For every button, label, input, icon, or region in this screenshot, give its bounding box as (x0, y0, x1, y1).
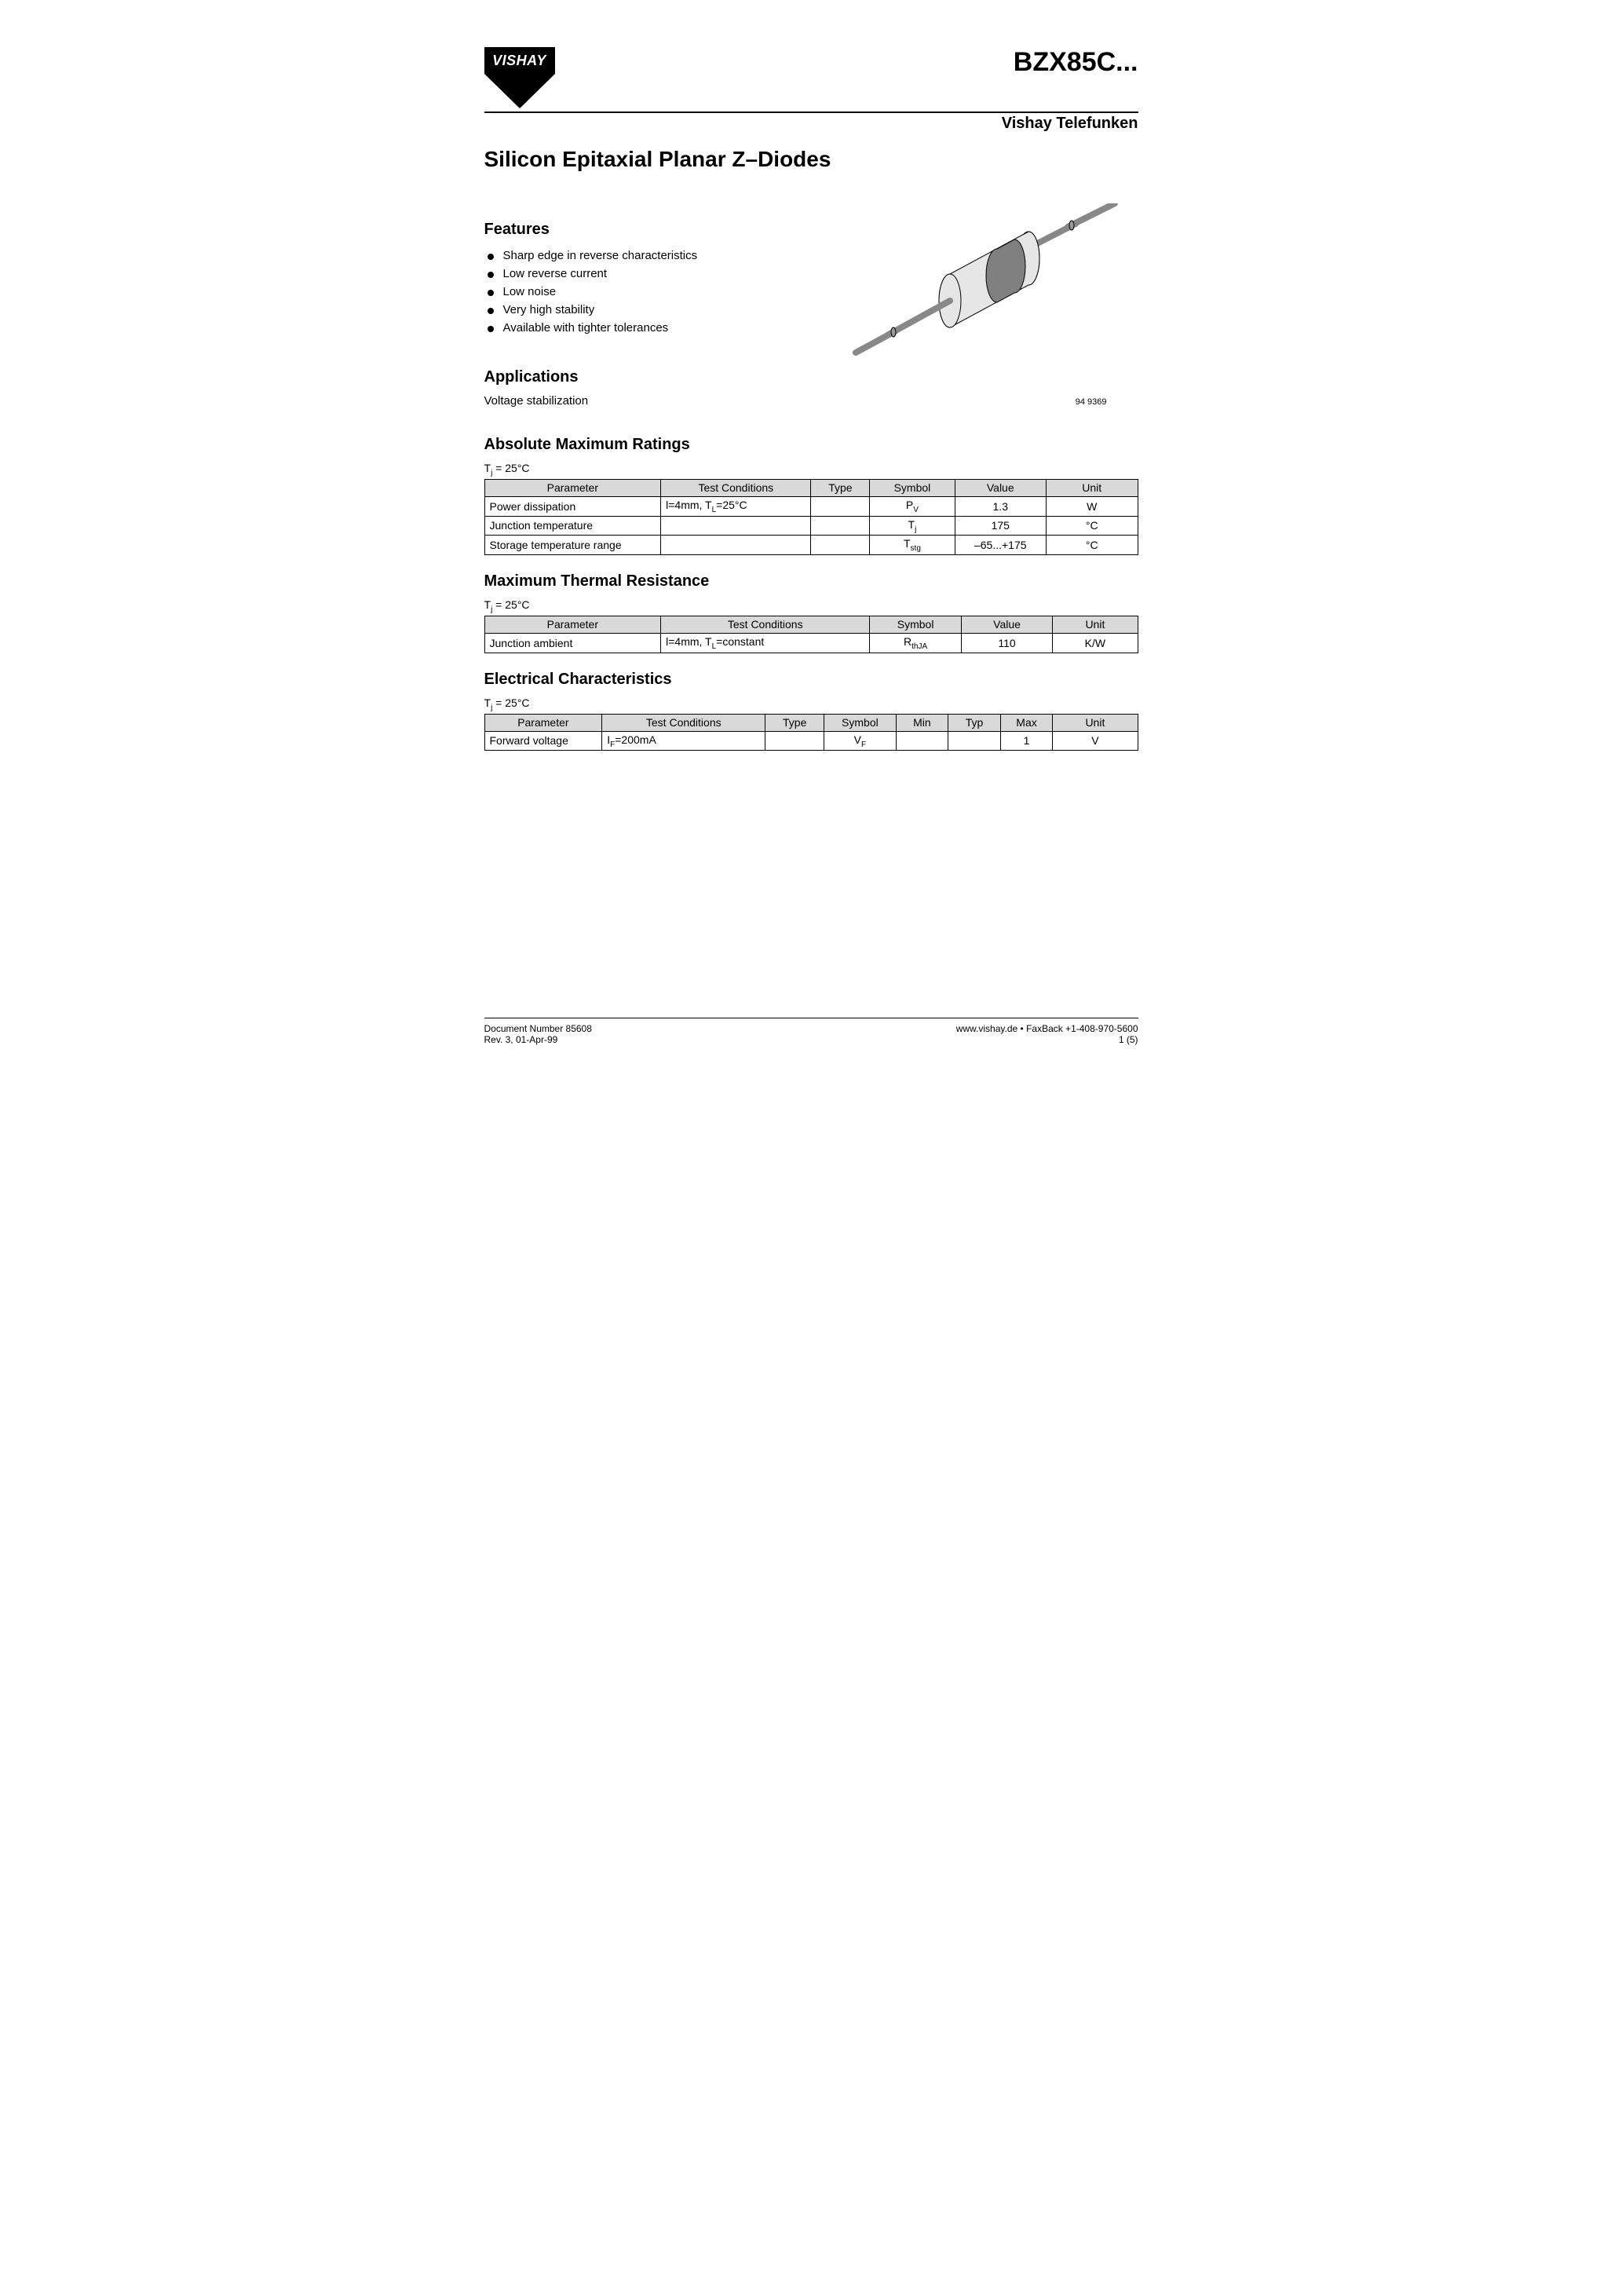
thermal-condition: Tj = 25°C (484, 598, 1138, 614)
col-header: Value (955, 479, 1046, 496)
abs-max-condition: Tj = 25°C (484, 462, 1138, 477)
table-row: Storage temperature range Tstg –65...+17… (484, 536, 1138, 555)
applications-heading: Applications (484, 368, 816, 386)
cell: Storage temperature range (484, 536, 661, 555)
left-column: Features Sharp edge in reverse character… (484, 203, 816, 408)
applications-text: Voltage stabilization (484, 394, 816, 408)
col-header: Parameter (484, 714, 602, 731)
cell: Tstg (870, 536, 955, 555)
col-header: Unit (1053, 714, 1138, 731)
table-row: Junction temperature Tj 175 °C (484, 516, 1138, 536)
cell: –65...+175 (955, 536, 1046, 555)
table-row: Forward voltage IF=200mA VF 1 V (484, 731, 1138, 751)
col-header: Typ (948, 714, 1001, 731)
cell: Junction temperature (484, 516, 661, 536)
table-header-row: Parameter Test Conditions Type Symbol Mi… (484, 714, 1138, 731)
cell (765, 731, 824, 751)
cell: Power dissipation (484, 496, 661, 516)
col-header: Unit (1053, 616, 1138, 633)
col-header: Parameter (484, 616, 661, 633)
revision: Rev. 3, 01-Apr-99 (484, 1034, 592, 1045)
table-header-row: Parameter Test Conditions Type Symbol Va… (484, 479, 1138, 496)
feature-item: Low reverse current (488, 265, 816, 283)
table-row: Junction ambient l=4mm, TL=constant RthJ… (484, 633, 1138, 653)
vishay-logo: VISHAY (484, 47, 555, 108)
cell: Forward voltage (484, 731, 602, 751)
col-header: Test Conditions (661, 479, 811, 496)
col-header: Test Conditions (602, 714, 765, 731)
cell: Tj (870, 516, 955, 536)
logo-text: VISHAY (484, 47, 555, 74)
feature-item: Available with tighter tolerances (488, 319, 816, 337)
cell: l=4mm, TL=constant (661, 633, 870, 653)
doc-number: Document Number 85608 (484, 1023, 592, 1034)
col-header: Parameter (484, 479, 661, 496)
cell: RthJA (870, 633, 961, 653)
features-heading: Features (484, 221, 816, 239)
cell (661, 536, 811, 555)
part-number: BZX85C... (1014, 47, 1138, 78)
table-header-row: Parameter Test Conditions Symbol Value U… (484, 616, 1138, 633)
abs-max-table: Parameter Test Conditions Type Symbol Va… (484, 479, 1138, 555)
feature-item: Low noise (488, 283, 816, 301)
cell (948, 731, 1001, 751)
table-row: Power dissipation l=4mm, TL=25°C PV 1.3 … (484, 496, 1138, 516)
cell: IF=200mA (602, 731, 765, 751)
page-number: 1 (5) (956, 1034, 1138, 1045)
feature-item: Sharp edge in reverse characteristics (488, 247, 816, 265)
col-header: Value (961, 616, 1052, 633)
diode-illustration (840, 203, 1138, 392)
col-header: Min (896, 714, 948, 731)
cell (661, 516, 811, 536)
cell (896, 731, 948, 751)
cell: 175 (955, 516, 1046, 536)
cell: l=4mm, TL=25°C (661, 496, 811, 516)
cell: °C (1046, 516, 1138, 536)
cell (811, 496, 870, 516)
cell (811, 536, 870, 555)
col-header: Max (1000, 714, 1053, 731)
cell: K/W (1053, 633, 1138, 653)
col-header: Symbol (824, 714, 897, 731)
footer-left: Document Number 85608 Rev. 3, 01-Apr-99 (484, 1023, 592, 1045)
cell: VF (824, 731, 897, 751)
intro-two-column: Features Sharp edge in reverse character… (484, 203, 1138, 408)
header-subtitle: Vishay Telefunken (484, 115, 1138, 133)
cell: 110 (961, 633, 1052, 653)
cell: Junction ambient (484, 633, 661, 653)
elec-heading: Electrical Characteristics (484, 671, 1138, 689)
footer-right: www.vishay.de • FaxBack +1-408-970-5600 … (956, 1023, 1138, 1045)
feature-item: Very high stability (488, 301, 816, 319)
image-caption: 94 9369 (840, 397, 1138, 407)
cell: 1 (1000, 731, 1053, 751)
col-header: Symbol (870, 479, 955, 496)
cell: PV (870, 496, 955, 516)
cell: °C (1046, 536, 1138, 555)
page-title: Silicon Epitaxial Planar Z–Diodes (484, 147, 1138, 172)
thermal-heading: Maximum Thermal Resistance (484, 572, 1138, 590)
elec-table: Parameter Test Conditions Type Symbol Mi… (484, 714, 1138, 751)
col-header: Type (811, 479, 870, 496)
col-header: Type (765, 714, 824, 731)
header-row: VISHAY BZX85C... (484, 47, 1138, 113)
col-header: Symbol (870, 616, 961, 633)
cell (811, 516, 870, 536)
features-list: Sharp edge in reverse characteristics Lo… (484, 247, 816, 337)
logo-triangle-icon (484, 74, 555, 108)
elec-condition: Tj = 25°C (484, 696, 1138, 712)
col-header: Test Conditions (661, 616, 870, 633)
cell: V (1053, 731, 1138, 751)
thermal-table: Parameter Test Conditions Symbol Value U… (484, 616, 1138, 653)
footer-url: www.vishay.de • FaxBack +1-408-970-5600 (956, 1023, 1138, 1034)
cell: W (1046, 496, 1138, 516)
page-footer: Document Number 85608 Rev. 3, 01-Apr-99 … (484, 1018, 1138, 1045)
cell: 1.3 (955, 496, 1046, 516)
col-header: Unit (1046, 479, 1138, 496)
right-column: 94 9369 (840, 203, 1138, 407)
abs-max-heading: Absolute Maximum Ratings (484, 436, 1138, 454)
